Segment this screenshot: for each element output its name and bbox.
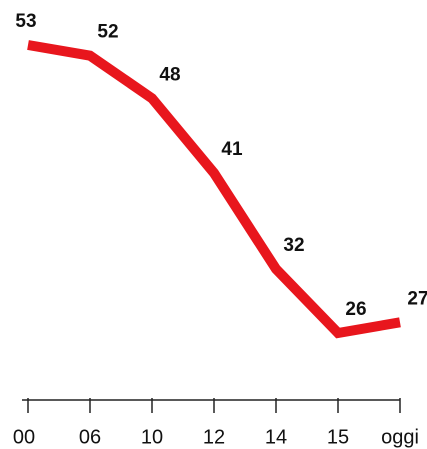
data-label: 48	[159, 64, 180, 85]
data-label: 32	[283, 235, 304, 256]
x-tick-label: 15	[327, 426, 349, 448]
data-label: 26	[345, 299, 366, 320]
x-tick-label: 06	[79, 426, 101, 448]
x-tick-label: 10	[141, 426, 163, 448]
x-tick-label: 00	[13, 426, 35, 448]
x-tick-label: 12	[203, 426, 225, 448]
x-tick-label: oggi	[381, 426, 419, 448]
x-tick-label: 14	[265, 426, 287, 448]
data-line	[27, 40, 401, 339]
data-label: 27	[407, 288, 427, 309]
data-label: 41	[221, 139, 243, 160]
data-label: 53	[15, 11, 36, 32]
data-label: 52	[97, 22, 118, 43]
